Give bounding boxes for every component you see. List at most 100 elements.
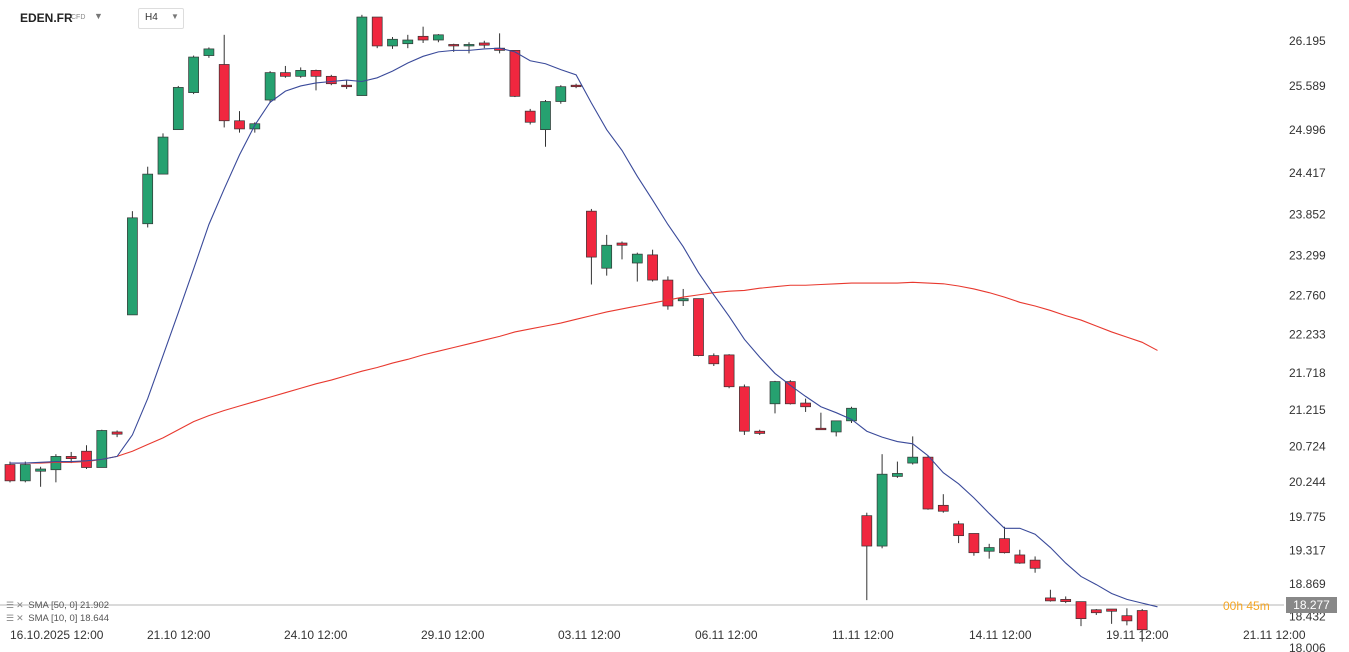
candle-body: [922, 456, 934, 510]
candle-body: [1045, 597, 1056, 602]
candle-body: [1136, 610, 1148, 631]
y-tick-label: 24.996: [1289, 123, 1326, 137]
candle: [310, 69, 322, 91]
candle-body: [540, 101, 551, 131]
y-tick-label: 26.195: [1289, 34, 1326, 48]
candle-body: [999, 538, 1010, 554]
candle: [983, 543, 995, 559]
candle-body: [647, 254, 658, 281]
candle: [81, 445, 92, 469]
y-tick-label: 22.760: [1289, 289, 1326, 303]
x-tick-label: 14.11 12:00: [969, 628, 1032, 642]
candle-body: [325, 75, 337, 85]
candle-body: [723, 354, 735, 388]
candle: [1060, 596, 1072, 604]
candle-body: [754, 430, 766, 434]
candle-body: [478, 42, 490, 46]
candle: [50, 454, 62, 483]
candle-body: [1060, 599, 1072, 602]
candle: [800, 398, 811, 412]
candle: [769, 380, 781, 414]
candle-body: [601, 244, 613, 269]
candle: [876, 454, 888, 549]
candle: [1106, 608, 1117, 624]
candle: [295, 67, 307, 78]
drag-handle-icon[interactable]: ☰: [6, 613, 15, 623]
candle-body: [96, 430, 108, 468]
x-tick-label: 29.10 12:00: [421, 628, 485, 642]
symbol-dropdown-icon[interactable]: ▼: [94, 11, 103, 21]
candle: [784, 380, 796, 405]
x-tick-label: 24.10 12:00: [284, 628, 348, 642]
y-tick-label: 18.006: [1289, 641, 1326, 652]
candle: [662, 276, 674, 310]
remove-indicator-icon[interactable]: ✕: [16, 613, 24, 623]
drag-handle-icon[interactable]: ☰: [6, 600, 15, 610]
candle: [937, 494, 949, 513]
candle-body: [157, 136, 169, 175]
candle: [371, 16, 383, 49]
candle-body: [448, 44, 460, 47]
candle-body: [4, 464, 16, 482]
candle: [907, 436, 919, 465]
candle-body: [769, 381, 781, 405]
candle-body: [708, 355, 720, 365]
y-tick-label: 21.718: [1289, 366, 1326, 380]
candle: [754, 429, 766, 435]
y-tick-label: 24.417: [1289, 166, 1326, 180]
y-tick-label: 18.869: [1289, 577, 1326, 591]
candle-body: [19, 464, 31, 482]
candle-body: [739, 386, 750, 432]
candle: [1045, 589, 1056, 602]
candle: [35, 466, 46, 487]
candle: [922, 455, 934, 510]
x-axis: 16.10.2025 12:00 21.10 12:00 24.10 12:00 29…: [10, 628, 1306, 642]
y-tick-label: 19.317: [1289, 544, 1326, 558]
candle: [387, 37, 398, 49]
candle: [356, 14, 368, 96]
candle-body: [937, 504, 949, 512]
candle-body: [1014, 554, 1026, 564]
x-tick-label: 11.11 12:00: [832, 628, 894, 642]
candle-body: [555, 86, 567, 102]
candle: [19, 461, 31, 483]
candle: [739, 384, 750, 435]
candle: [555, 85, 567, 104]
candle-body: [892, 473, 903, 477]
x-tick-label: 03.11 12:00: [558, 628, 621, 642]
candle-body: [371, 16, 383, 47]
candle: [846, 406, 857, 424]
candle: [234, 111, 245, 133]
timeframe-select[interactable]: H4 ▼: [138, 8, 184, 29]
candle-body: [631, 253, 643, 264]
candle-body: [509, 50, 521, 97]
candle-body: [111, 431, 123, 435]
symbol-name[interactable]: EDEN.FR: [20, 11, 73, 25]
candle-body: [861, 515, 873, 547]
candle: [953, 520, 964, 544]
candle: [815, 412, 827, 431]
symbol-type: CFD: [71, 14, 86, 21]
remove-indicator-icon[interactable]: ✕: [16, 600, 24, 610]
candle-body: [402, 39, 414, 45]
candle-body: [387, 38, 398, 47]
candle: [616, 241, 628, 260]
candle: [280, 65, 291, 78]
y-tick-label: 21.215: [1289, 403, 1326, 417]
current-price-badge: 18.277: [1286, 597, 1337, 613]
candle-body: [968, 533, 980, 554]
candle-body: [1090, 609, 1102, 614]
candle-body: [234, 120, 245, 130]
candle-body: [830, 420, 842, 433]
sma-layer: [10, 47, 1158, 608]
candle-body: [1075, 601, 1087, 620]
candle: [968, 533, 980, 556]
candle: [723, 354, 735, 389]
candle-body: [188, 56, 199, 93]
sma50-line: [10, 281, 1158, 464]
candle: [341, 80, 352, 89]
candle-body: [693, 298, 704, 356]
candle: [142, 166, 154, 228]
candle: [1121, 608, 1133, 626]
